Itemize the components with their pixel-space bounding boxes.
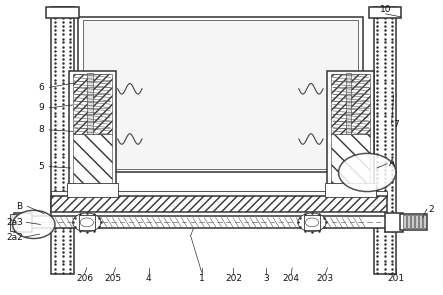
Bar <box>51 6 74 274</box>
Bar <box>411 215 414 228</box>
Bar <box>331 134 370 191</box>
Text: 2a2: 2a2 <box>7 232 23 242</box>
Bar <box>385 213 403 232</box>
Text: 10: 10 <box>380 5 392 14</box>
Bar <box>14 213 31 232</box>
Circle shape <box>73 213 101 232</box>
Bar <box>415 215 418 228</box>
Bar <box>325 183 376 197</box>
Text: 206: 206 <box>76 274 93 283</box>
Bar <box>10 214 17 231</box>
Bar <box>403 215 406 228</box>
Bar <box>400 214 427 230</box>
Text: 201: 201 <box>387 274 404 283</box>
Bar <box>346 73 351 193</box>
Text: 2: 2 <box>428 205 434 214</box>
Text: 8: 8 <box>39 125 44 135</box>
Bar <box>374 6 396 274</box>
Text: 4: 4 <box>146 274 152 283</box>
Text: 9: 9 <box>39 103 44 112</box>
Text: 204: 204 <box>283 274 300 283</box>
Text: 205: 205 <box>105 274 122 283</box>
Text: 6: 6 <box>39 83 44 92</box>
Bar <box>73 134 112 191</box>
Bar <box>18 217 398 228</box>
Bar <box>51 212 387 216</box>
Bar <box>87 73 93 193</box>
Bar <box>78 17 363 173</box>
Circle shape <box>12 210 55 239</box>
Text: 1: 1 <box>199 274 205 283</box>
Circle shape <box>338 153 396 191</box>
Text: 203: 203 <box>317 274 334 283</box>
Text: 5: 5 <box>39 162 44 171</box>
Circle shape <box>80 218 93 227</box>
Circle shape <box>298 213 326 232</box>
Text: A: A <box>389 159 395 168</box>
Bar <box>69 71 116 194</box>
Bar <box>51 196 387 212</box>
Text: 7: 7 <box>393 119 399 129</box>
Bar <box>79 215 95 230</box>
Bar <box>419 215 422 228</box>
Circle shape <box>305 218 319 227</box>
Bar <box>407 215 410 228</box>
Bar <box>369 6 401 18</box>
Bar <box>67 183 118 197</box>
Bar <box>423 215 426 228</box>
Bar <box>304 215 320 230</box>
Bar <box>83 20 358 169</box>
Text: B: B <box>16 202 22 211</box>
Bar <box>46 6 79 18</box>
Bar <box>327 71 374 194</box>
Bar <box>73 73 112 135</box>
Text: 202: 202 <box>225 274 242 283</box>
Text: 2a3: 2a3 <box>6 218 23 227</box>
Text: 3: 3 <box>263 274 268 283</box>
Bar <box>331 73 370 135</box>
Bar <box>51 191 387 196</box>
